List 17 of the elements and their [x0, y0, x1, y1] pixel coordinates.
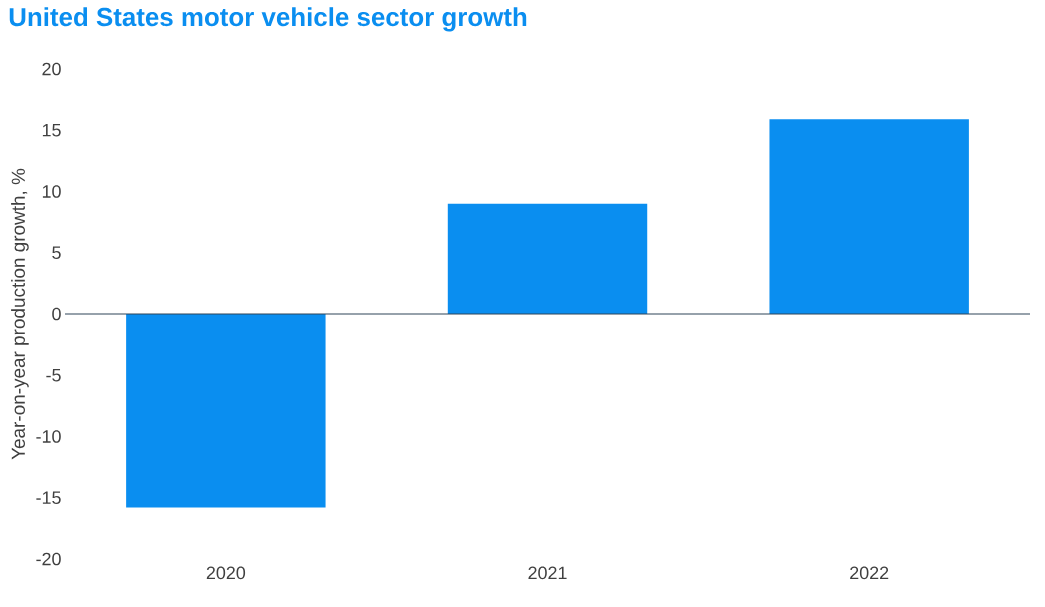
- y-axis-title: Year-on-year production growth, %: [11, 168, 29, 460]
- y-tick-label: -15: [36, 491, 61, 504]
- y-tick-label: -5: [46, 368, 61, 382]
- y-tick-label: 0: [52, 307, 61, 321]
- x-tick-label: 2021: [528, 566, 567, 580]
- chart-title: United States motor vehicle sector growth: [9, 7, 527, 32]
- x-tick-label: 2020: [206, 566, 246, 580]
- x-tick-label: 2022: [850, 566, 889, 580]
- y-tick-label: 15: [42, 123, 61, 137]
- bar: [447, 203, 648, 314]
- y-tick-label: -10: [36, 430, 61, 443]
- bar: [769, 119, 969, 314]
- y-tick-label: 10: [42, 185, 61, 198]
- y-tick-label: 5: [52, 246, 61, 259]
- bar: [126, 313, 326, 508]
- y-tick-label: 20: [42, 62, 61, 76]
- y-tick-label: -20: [36, 552, 61, 566]
